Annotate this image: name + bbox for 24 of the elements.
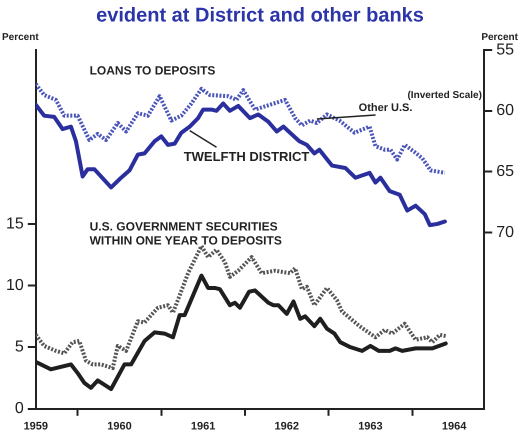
y2-tick-label: 60 xyxy=(496,102,514,120)
x-tick-label: 1961 xyxy=(190,420,216,432)
x-tick-label: 1960 xyxy=(107,420,132,432)
x-tick-label: 1962 xyxy=(274,420,300,432)
x-tick-label: 1964 xyxy=(442,420,468,432)
y-axis-title: Percent xyxy=(2,32,40,43)
y2-tick-label: 70 xyxy=(496,224,514,241)
series-label: Other U.S. xyxy=(358,102,412,114)
y-tick-label: 0 xyxy=(14,400,24,418)
x-tick-label: 1959 xyxy=(24,420,48,432)
annotation: (Inverted Scale) xyxy=(407,90,482,101)
y-tick-label: 5 xyxy=(14,338,24,356)
annotation: LOANS TO DEPOSITS xyxy=(90,64,216,78)
chart-title: evident at District and other banks xyxy=(96,4,424,27)
y2-tick-label: 65 xyxy=(496,163,514,180)
line-series xyxy=(36,82,447,175)
x-tick-label: 1963 xyxy=(358,420,383,432)
series-label: TWELFTH DISTRICT xyxy=(184,149,310,164)
y2-tick-label: 55 xyxy=(496,41,514,58)
y-tick-label: 10 xyxy=(6,276,24,294)
annotation: U.S. GOVERNMENT SECURITIES WITHIN ONE YEAR TO DEPOSITS xyxy=(90,220,282,248)
line-series xyxy=(36,244,448,370)
y-tick-label: 15 xyxy=(6,215,24,232)
y2-axis-title: Percent xyxy=(481,32,519,43)
